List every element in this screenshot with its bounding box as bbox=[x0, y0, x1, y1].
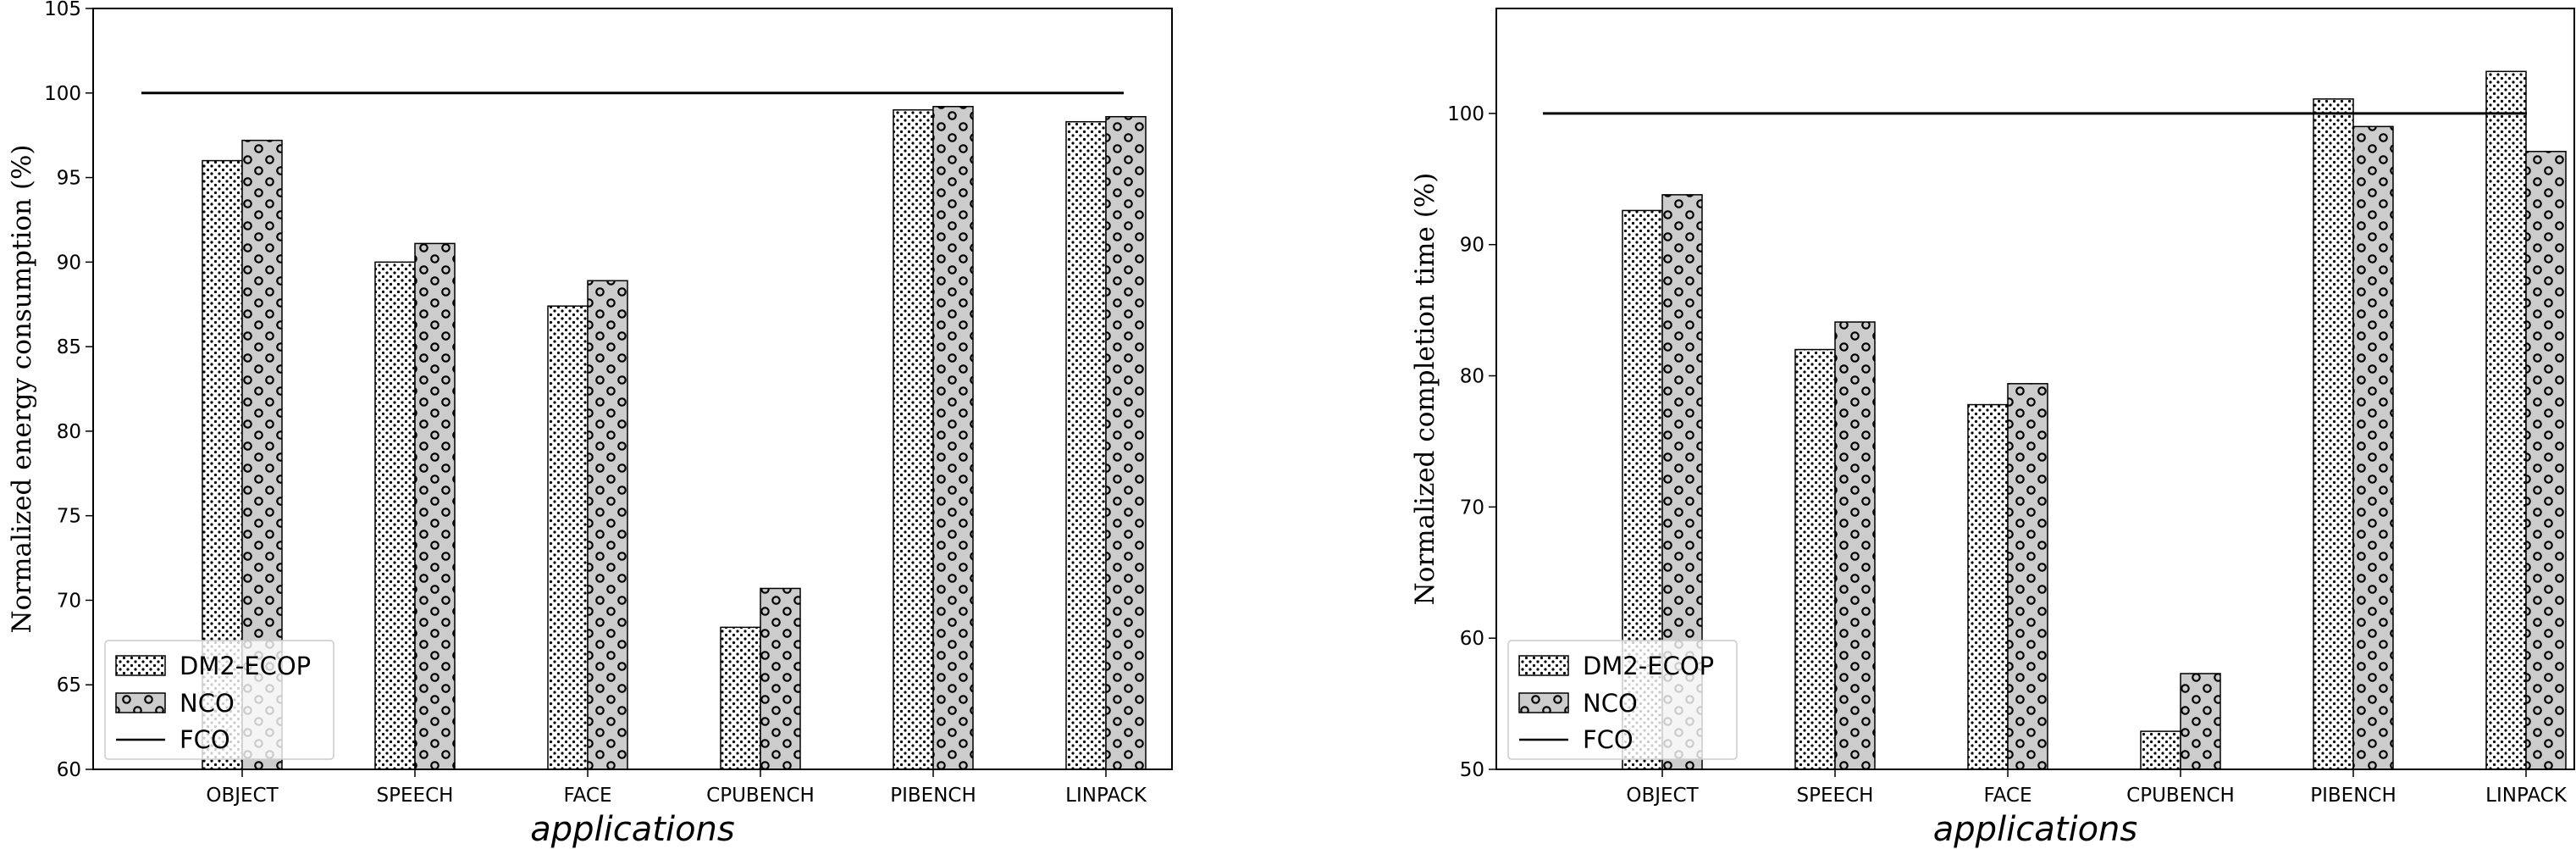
x-axis-label: applications bbox=[530, 810, 734, 849]
x-tick-label-object: OBJECT bbox=[1626, 785, 1699, 807]
bar-dm2-ecop-speech bbox=[1794, 348, 1836, 770]
legend-label-fco: FCO bbox=[180, 725, 230, 754]
bar-nco-linpack bbox=[2525, 151, 2567, 770]
y-tick-label: 70 bbox=[1460, 497, 1484, 519]
plot-frame bbox=[1495, 8, 2575, 770]
y-tick-label: 95 bbox=[57, 168, 81, 190]
legend-label-nco: NCO bbox=[180, 689, 235, 718]
x-tick-label-cpubench: CPUBENCH bbox=[2126, 785, 2235, 807]
x-tick-label-pibench: PIBENCH bbox=[890, 785, 976, 807]
y-tick-label: 60 bbox=[1460, 628, 1484, 650]
y-tick-label: 70 bbox=[57, 590, 81, 612]
bar-dm2-ecop-pibench bbox=[2313, 98, 2354, 770]
y-tick-label: 105 bbox=[44, 0, 81, 20]
x-axis-ticks: OBJECT SPEECH FACE CPUBENCH PIBENCH LINPACK bbox=[206, 769, 1147, 807]
legend-swatch-nco bbox=[115, 692, 166, 713]
bar-dm2-ecop-speech bbox=[374, 261, 416, 770]
bar-nco-speech bbox=[414, 242, 456, 770]
bar-dm2-ecop-face bbox=[1967, 403, 2009, 770]
y-axis-ticks: 50 60 70 80 90 100 bbox=[1447, 103, 1496, 781]
x-tick-label-linpack: LINPACK bbox=[1065, 785, 1147, 807]
bar-nco-pibench bbox=[932, 105, 974, 770]
bar-nco-speech bbox=[1834, 321, 1876, 770]
completion-time-chart: 50 60 70 80 90 100 OBJECT SPEECH FACE CPUBENCH PI… bbox=[1410, 8, 2575, 849]
bar-nco-face bbox=[587, 280, 628, 770]
y-tick-label: 65 bbox=[57, 674, 81, 696]
y-axis-ticks: 60 65 70 75 80 85 90 95 100 105 bbox=[44, 0, 93, 781]
legend: DM2-ECOP NCO FCO bbox=[104, 640, 334, 760]
plot-frame bbox=[92, 8, 1173, 770]
y-tick-label: 100 bbox=[1447, 103, 1484, 125]
x-tick-label-speech: SPEECH bbox=[377, 785, 454, 807]
energy-consumption-chart: 60 65 70 75 80 85 90 95 100 105 OBJECT SPEECH FACE C… bbox=[7, 0, 1173, 849]
y-tick-label: 100 bbox=[44, 83, 81, 105]
bar-dm2-ecop-face bbox=[547, 305, 589, 770]
x-tick-label-pibench: PIBENCH bbox=[2310, 785, 2396, 807]
legend-label-fco: FCO bbox=[1583, 725, 1633, 754]
x-tick-label-cpubench: CPUBENCH bbox=[706, 785, 815, 807]
bar-group bbox=[1622, 70, 2567, 770]
legend-swatch-dm2-ecop bbox=[1518, 655, 1569, 676]
bar-group bbox=[202, 105, 1147, 770]
y-tick-label: 80 bbox=[1460, 366, 1484, 388]
bar-nco-cpubench bbox=[2180, 673, 2221, 770]
bar-nco-cpubench bbox=[760, 587, 801, 770]
bar-dm2-ecop-pibench bbox=[893, 108, 934, 770]
legend-swatch-dm2-ecop bbox=[115, 655, 166, 676]
y-tick-label: 80 bbox=[57, 421, 81, 443]
y-tick-label: 90 bbox=[57, 252, 81, 274]
x-axis-ticks: OBJECT SPEECH FACE CPUBENCH PIBENCH LINPACK bbox=[1626, 769, 2568, 807]
legend-label-dm2-ecop: DM2-ECOP bbox=[1583, 652, 1714, 680]
bar-nco-face bbox=[2007, 383, 2048, 770]
bar-dm2-ecop-linpack bbox=[2485, 70, 2527, 770]
legend: DM2-ECOP NCO FCO bbox=[1507, 640, 1738, 760]
x-tick-label-speech: SPEECH bbox=[1797, 785, 1874, 807]
bar-nco-pibench bbox=[2352, 125, 2394, 770]
bar-nco-linpack bbox=[1105, 115, 1147, 770]
y-tick-label: 50 bbox=[1460, 759, 1484, 781]
x-tick-label-object: OBJECT bbox=[206, 785, 279, 807]
bar-dm2-ecop-linpack bbox=[1065, 120, 1107, 770]
y-tick-label: 85 bbox=[57, 336, 81, 358]
y-axis-label: Normalized energy consumption (%) bbox=[7, 145, 37, 634]
bar-dm2-ecop-cpubench bbox=[720, 626, 761, 770]
legend-label-nco: NCO bbox=[1583, 689, 1638, 718]
y-axis-label: Normalized completion time (%) bbox=[1410, 173, 1440, 606]
x-tick-label-face: FACE bbox=[563, 785, 611, 807]
x-tick-label-linpack: LINPACK bbox=[2485, 785, 2568, 807]
legend-swatch-nco bbox=[1518, 692, 1569, 713]
y-tick-label: 75 bbox=[57, 506, 81, 528]
legend-label-dm2-ecop: DM2-ECOP bbox=[180, 652, 311, 680]
y-tick-label: 90 bbox=[1460, 235, 1484, 257]
x-axis-label: applications bbox=[1933, 810, 2137, 849]
y-tick-label: 60 bbox=[57, 759, 81, 781]
x-tick-label-face: FACE bbox=[1983, 785, 2032, 807]
bar-dm2-ecop-cpubench bbox=[2140, 730, 2181, 770]
